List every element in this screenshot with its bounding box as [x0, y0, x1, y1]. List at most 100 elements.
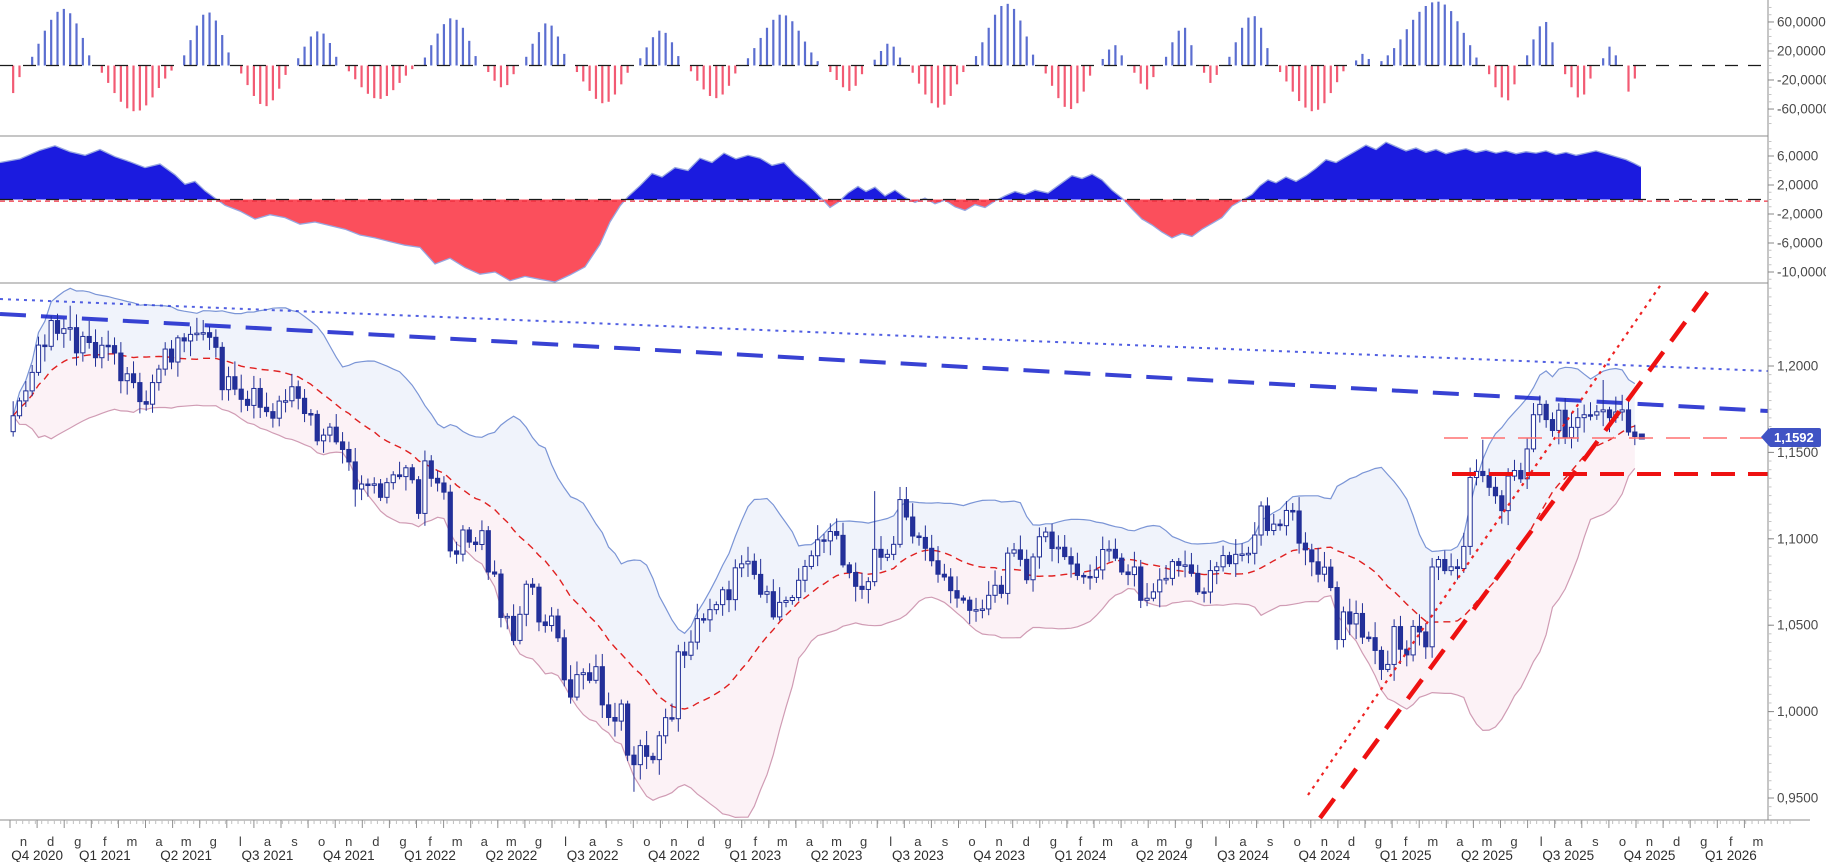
- candle-body[interactable]: [149, 382, 156, 405]
- candle-body[interactable]: [967, 599, 973, 611]
- candle-body[interactable]: [384, 482, 390, 498]
- candle-body[interactable]: [922, 536, 928, 549]
- candle-body[interactable]: [23, 390, 29, 402]
- candle-body[interactable]: [523, 583, 529, 615]
- candle-body[interactable]: [707, 609, 713, 621]
- candle-body[interactable]: [789, 597, 795, 601]
- candle-body[interactable]: [1169, 561, 1176, 579]
- candle-body[interactable]: [827, 531, 833, 542]
- candle-body[interactable]: [1017, 549, 1023, 560]
- candle-body[interactable]: [1423, 631, 1429, 648]
- candle-body[interactable]: [1239, 553, 1245, 557]
- candle-body[interactable]: [333, 426, 339, 443]
- candle-body[interactable]: [472, 541, 479, 546]
- candle-body[interactable]: [935, 560, 941, 575]
- candle-body[interactable]: [111, 345, 118, 354]
- candle-body[interactable]: [1309, 549, 1315, 563]
- candle-body[interactable]: [663, 717, 669, 737]
- candle-body[interactable]: [42, 344, 48, 348]
- candle-body[interactable]: [1258, 505, 1264, 536]
- candle-body[interactable]: [295, 386, 301, 399]
- candle-body[interactable]: [257, 387, 263, 408]
- candle-body[interactable]: [1207, 570, 1214, 593]
- candle-body[interactable]: [1011, 549, 1017, 554]
- candle-body[interactable]: [403, 467, 409, 478]
- candle-body[interactable]: [587, 672, 593, 681]
- candle-body[interactable]: [853, 571, 859, 587]
- candle-body[interactable]: [1233, 553, 1239, 565]
- candle-body[interactable]: [1321, 566, 1328, 575]
- candle-body[interactable]: [656, 735, 662, 761]
- candle-body[interactable]: [903, 499, 909, 518]
- candle-body[interactable]: [1036, 536, 1042, 558]
- candle-body[interactable]: [1081, 574, 1087, 578]
- candle-body[interactable]: [270, 411, 276, 419]
- candle-body[interactable]: [1537, 403, 1543, 416]
- candle-body[interactable]: [669, 717, 675, 720]
- candle-body[interactable]: [783, 599, 789, 603]
- candle-body[interactable]: [802, 565, 808, 581]
- candle-body[interactable]: [301, 397, 308, 415]
- candle-body[interactable]: [960, 597, 966, 601]
- candle-body[interactable]: [1518, 470, 1524, 480]
- candle-body[interactable]: [1245, 552, 1252, 556]
- candle-body[interactable]: [67, 327, 73, 330]
- candle-body[interactable]: [1619, 409, 1625, 413]
- candle-body[interactable]: [625, 703, 631, 756]
- candle-body[interactable]: [1549, 419, 1556, 431]
- trendline-resistance-dashed-blue[interactable]: [0, 312, 1768, 413]
- candle-body[interactable]: [568, 679, 574, 698]
- candle-body[interactable]: [466, 529, 472, 543]
- candle-body[interactable]: [1410, 625, 1416, 656]
- candle-body[interactable]: [650, 755, 656, 761]
- candle-body[interactable]: [992, 584, 998, 596]
- candle-body[interactable]: [206, 332, 213, 338]
- candle-body[interactable]: [555, 615, 561, 639]
- candle-body[interactable]: [80, 335, 86, 354]
- candle-body[interactable]: [491, 571, 498, 575]
- candle-body[interactable]: [1226, 555, 1233, 565]
- candle-body[interactable]: [92, 341, 99, 359]
- candle-body[interactable]: [1391, 626, 1397, 665]
- candle-body[interactable]: [1397, 626, 1404, 650]
- candle-body[interactable]: [1074, 563, 1080, 576]
- candle-body[interactable]: [1100, 549, 1106, 571]
- candle-body[interactable]: [739, 563, 745, 569]
- candle-body[interactable]: [1442, 559, 1448, 572]
- candle-body[interactable]: [561, 637, 567, 681]
- candle-body[interactable]: [859, 585, 865, 590]
- candle-body[interactable]: [1505, 475, 1511, 512]
- candle-body[interactable]: [1188, 564, 1195, 574]
- candle-body[interactable]: [213, 336, 219, 348]
- candle-body[interactable]: [511, 615, 517, 641]
- candle-body[interactable]: [1119, 557, 1125, 573]
- candle-body[interactable]: [530, 583, 536, 588]
- candle-body[interactable]: [434, 477, 441, 484]
- candle-body[interactable]: [1632, 431, 1638, 438]
- candle-body[interactable]: [105, 344, 111, 348]
- candle-body[interactable]: [1334, 587, 1340, 641]
- candle-body[interactable]: [327, 426, 333, 436]
- candle-body[interactable]: [1220, 555, 1226, 568]
- candle-body[interactable]: [251, 387, 257, 406]
- candle-body[interactable]: [1049, 531, 1055, 549]
- candle-body[interactable]: [891, 543, 897, 555]
- candle-body[interactable]: [606, 704, 612, 718]
- candle-body[interactable]: [682, 651, 688, 656]
- candle-body[interactable]: [542, 621, 548, 627]
- candle-body[interactable]: [1625, 409, 1632, 433]
- candle-body[interactable]: [796, 579, 802, 599]
- candle-body[interactable]: [1511, 470, 1518, 477]
- candle-body[interactable]: [244, 398, 251, 406]
- candle-body[interactable]: [1296, 510, 1302, 544]
- candle-body[interactable]: [1594, 411, 1600, 416]
- candle-body[interactable]: [1600, 409, 1606, 413]
- candle-body[interactable]: [1366, 636, 1372, 640]
- candle-body[interactable]: [1062, 546, 1068, 558]
- candle-body[interactable]: [48, 320, 54, 347]
- candle-body[interactable]: [219, 346, 225, 391]
- candle-body[interactable]: [1068, 556, 1074, 565]
- candle-body[interactable]: [1290, 509, 1296, 513]
- candle-body[interactable]: [1448, 566, 1454, 572]
